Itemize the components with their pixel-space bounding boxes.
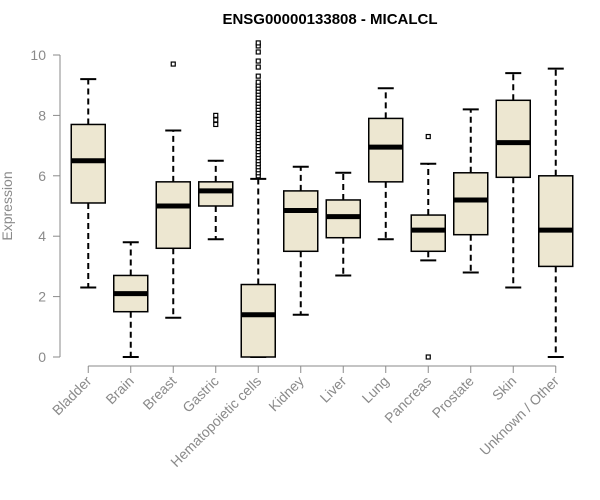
chart-title: ENSG00000133808 - MICALCL [222, 11, 437, 28]
outlier-point [255, 49, 261, 55]
box-iqr [368, 117, 404, 183]
x-tick-label: Prostate [429, 373, 477, 421]
box-iqr [538, 175, 574, 268]
box-skin [495, 72, 531, 289]
box-iqr [155, 181, 191, 250]
outlier-point [425, 354, 431, 360]
y-axis-title: Expression [0, 171, 15, 240]
box-iqr [240, 283, 276, 358]
box-iqr [70, 123, 106, 204]
x-tick-label: Bladder [49, 373, 95, 419]
box-unknown-other [538, 67, 574, 358]
axes: 0 2 4 6 8 10 [30, 47, 557, 373]
y-tick-label: 4 [38, 228, 46, 244]
box-iqr [283, 190, 319, 253]
box-brain [113, 241, 149, 358]
box-pancreas [410, 133, 446, 360]
outlier-point [213, 121, 219, 128]
outlier-point [255, 79, 261, 85]
outlier-point [213, 112, 219, 119]
y-tick-label: 2 [38, 289, 46, 305]
box-iqr [410, 214, 446, 253]
outlier-point [255, 73, 261, 79]
box-prostate [453, 108, 489, 274]
box-hematopoietic-cells [240, 40, 276, 358]
x-tick-label: Unknown / Other [476, 373, 562, 459]
box-iqr [495, 99, 531, 179]
box-iqr [198, 181, 234, 207]
box-bladder [70, 78, 106, 289]
outlier-point [170, 61, 176, 67]
box-gastric [198, 112, 234, 241]
x-tick-label: Brain [102, 373, 136, 407]
x-tick-label: Liver [317, 373, 350, 406]
box-breast [155, 61, 191, 319]
x-tick-label: Breast [139, 373, 179, 413]
box-lung [368, 87, 404, 241]
box-kidney [283, 165, 319, 316]
outlier-point [213, 117, 219, 123]
x-tick-label: Kidney [265, 373, 307, 415]
outlier-point [255, 58, 261, 64]
y-tick-label: 0 [38, 349, 46, 365]
boxes-layer [70, 40, 574, 360]
y-tick-label: 8 [38, 107, 46, 123]
y-tick-label: 6 [38, 168, 46, 184]
outlier-point [255, 64, 261, 70]
box-iqr [453, 172, 489, 236]
outlier-point [425, 133, 431, 140]
outlier-point [255, 40, 261, 46]
x-tick-label: Skin [489, 373, 520, 404]
y-tick-label: 10 [30, 47, 46, 63]
x-tick-label: Pancreas [381, 373, 434, 426]
x-tick-label: Lung [359, 373, 392, 406]
box-liver [325, 171, 361, 277]
